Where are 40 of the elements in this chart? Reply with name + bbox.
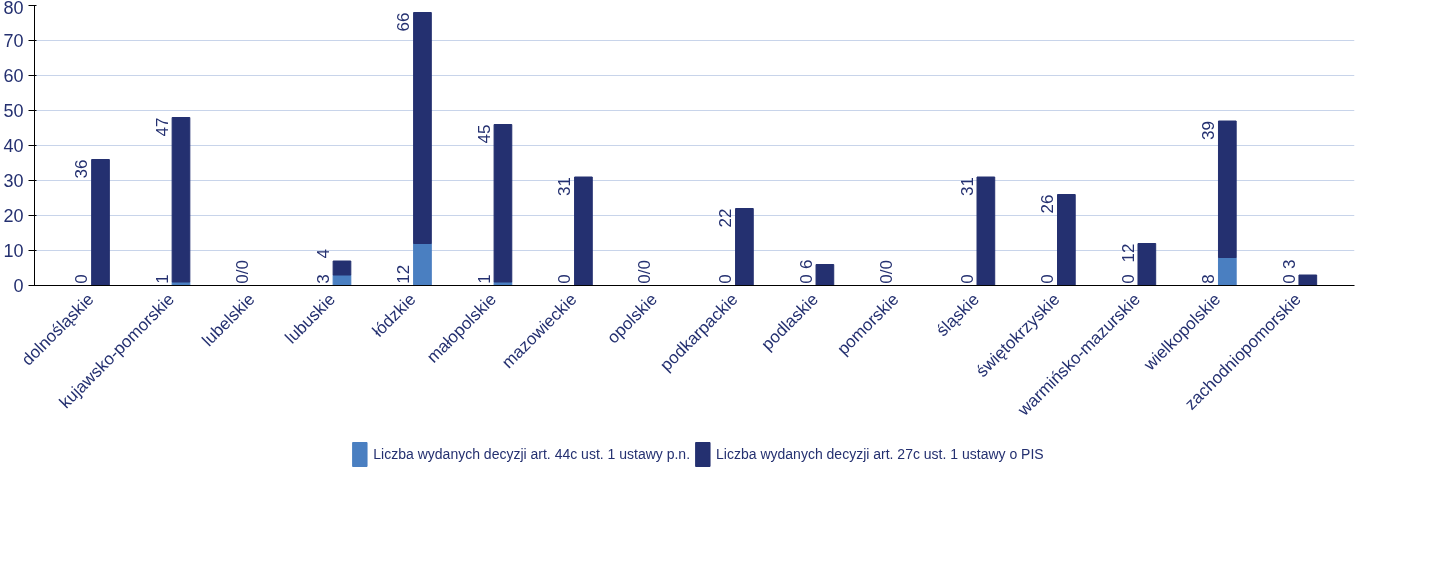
data-label: 45 <box>474 124 494 144</box>
y-tick-label: 20 <box>3 206 24 226</box>
data-label: 0 <box>716 274 736 284</box>
legend-label: Liczba wydanych decyzji art. 27c ust. 1 ustawy o PIS <box>716 446 1044 462</box>
data-label: 66 <box>394 12 414 32</box>
data-label: 26 <box>1038 194 1058 214</box>
data-label: 0 <box>72 274 92 284</box>
data-label: 1 <box>152 274 172 284</box>
data-label: 12 <box>1118 243 1138 263</box>
y-tick-label: 30 <box>3 171 24 191</box>
data-label: 6 <box>796 259 816 270</box>
data-label: 12 <box>394 264 414 284</box>
y-tick-label: 60 <box>3 66 24 86</box>
data-label: 4 <box>313 249 333 259</box>
y-tick-label: 0 <box>13 276 24 296</box>
data-label: 0 <box>555 274 575 284</box>
data-label: 1 <box>474 274 494 284</box>
data-label: 31 <box>555 176 575 196</box>
data-label: 0 <box>1279 274 1299 284</box>
data-label: 39 <box>1199 120 1219 140</box>
data-label: 47 <box>152 117 172 137</box>
y-tick-label: 50 <box>3 101 24 121</box>
data-label: 3 <box>1279 259 1299 270</box>
y-tick-label: 40 <box>3 136 24 156</box>
data-label: 31 <box>957 176 977 196</box>
data-label: 0/0 <box>876 260 896 284</box>
data-label: 0/0 <box>232 260 252 284</box>
data-label: 22 <box>716 208 736 228</box>
data-label: 0 <box>796 274 816 284</box>
y-tick-label: 10 <box>3 241 24 261</box>
data-label: 0 <box>957 274 977 284</box>
data-label: 8 <box>1199 274 1219 284</box>
legend-label: Liczba wydanych decyzji art. 44c ust. 1 ustawy p.n. <box>373 446 691 462</box>
data-label: 3 <box>313 274 333 284</box>
data-label: 0 <box>1038 274 1058 284</box>
data-label: 36 <box>72 159 92 179</box>
y-tick-label: 70 <box>3 31 24 51</box>
data-label: 0 <box>1118 274 1138 284</box>
data-label: 0/0 <box>635 260 655 284</box>
y-tick-label: 80 <box>3 0 24 18</box>
